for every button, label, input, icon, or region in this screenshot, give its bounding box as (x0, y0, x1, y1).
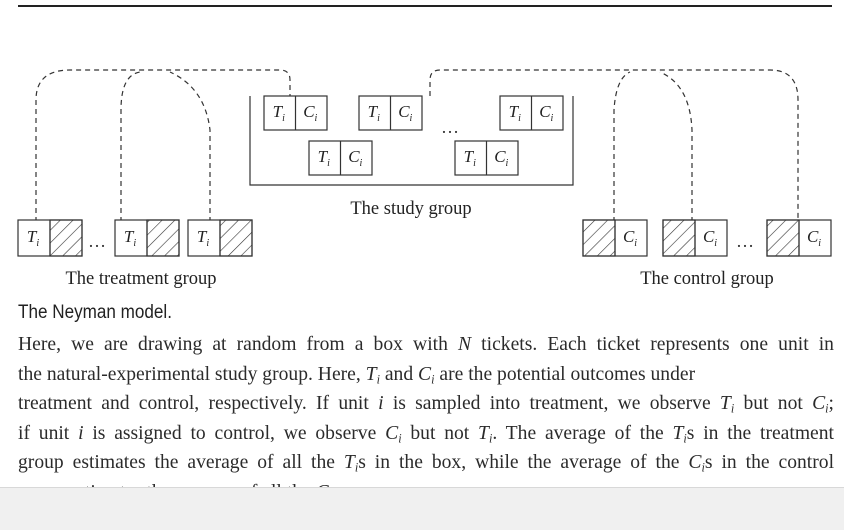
page-footer-band (0, 487, 844, 530)
sampling-connectors (35, 69, 799, 222)
top-rule (18, 5, 832, 7)
ticket-letter: Ti (368, 102, 380, 124)
ticket-letter: Ti (124, 227, 136, 249)
ticket: Ti Ci (308, 140, 373, 176)
study-group-tickets: Ti Ci Ti Ci Ti Ci Ti Ci Ti Ci (263, 95, 564, 176)
control-ellipsis: … (736, 231, 754, 251)
ticket: Ci (662, 219, 728, 257)
ticket: Ti (17, 219, 83, 257)
caption-line: if unit i is assigned to control, we obs… (18, 422, 834, 446)
ticket-letter: Ti (464, 147, 476, 169)
ticket-letter: Ti (318, 147, 330, 169)
ticket: Ti (187, 219, 253, 257)
figure-caption-title: The Neyman model. (18, 302, 172, 323)
ticket-letter: Ti (27, 227, 39, 249)
control-group-tickets: Ci Ci Ci (582, 219, 832, 257)
treatment-group-label: The treatment group (65, 269, 216, 289)
caption-line: Here, we are drawing at random from a bo… (18, 334, 834, 355)
caption-line: group estimates the average of all the T… (18, 452, 835, 475)
ticket-letter: Ci (398, 102, 412, 124)
study-group-label: The study group (350, 199, 471, 219)
ticket: Ti (114, 219, 180, 257)
study-ellipsis: … (441, 117, 459, 137)
study-group-box (249, 96, 574, 186)
ticket-letter: Ti (273, 102, 285, 124)
ticket-letter: Ti (197, 227, 209, 249)
treatment-group-tickets: Ti Ti Ti (17, 219, 253, 257)
ticket-letter: Ci (494, 147, 508, 169)
ticket: Ti Ci (499, 95, 564, 131)
ticket-letter: Ci (539, 102, 553, 124)
ticket-letter: Ci (807, 227, 821, 249)
control-group-label: The control group (640, 269, 774, 289)
ticket: Ci (766, 219, 832, 257)
ticket-letter: Ci (348, 147, 362, 169)
ticket-letter: Ci (623, 227, 637, 249)
ticket: Ci (582, 219, 648, 257)
ticket-letter: Ti (509, 102, 521, 124)
caption-body: Here, we are drawing at random from a bo… (18, 330, 834, 507)
treatment-ellipsis: … (88, 231, 106, 251)
ticket-letter: Ci (303, 102, 317, 124)
ticket: Ti Ci (358, 95, 423, 131)
ticket-letter: Ci (703, 227, 717, 249)
ticket: Ti Ci (263, 95, 328, 131)
ticket: Ti Ci (454, 140, 519, 176)
caption-line: treatment and control, respectively. If … (18, 393, 834, 416)
caption-line: the natural-experimental study group. He… (18, 363, 696, 387)
